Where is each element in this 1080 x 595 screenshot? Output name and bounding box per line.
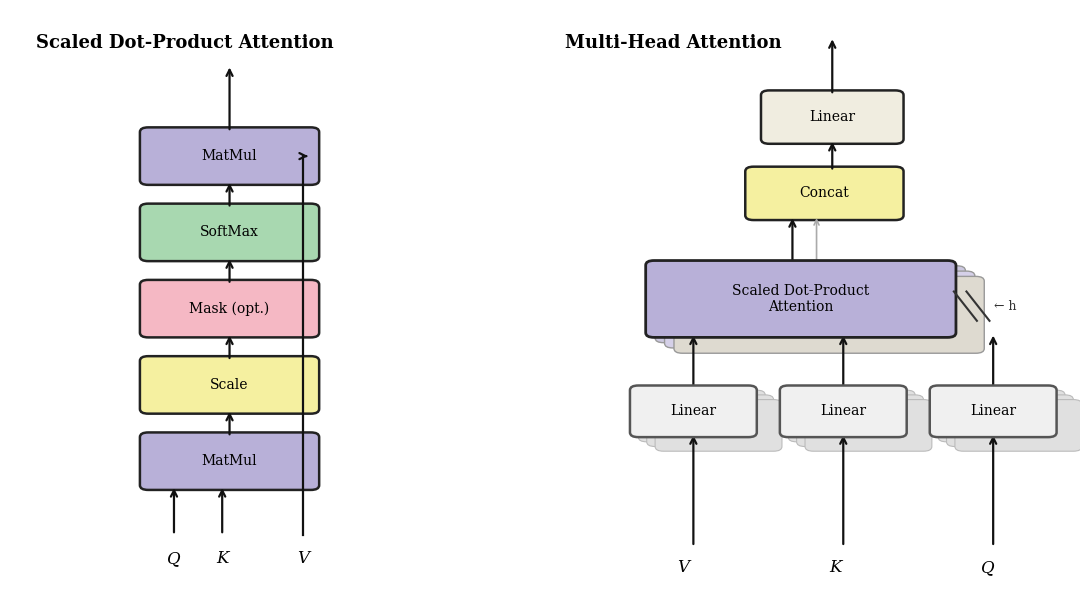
FancyBboxPatch shape xyxy=(140,356,320,414)
Text: V: V xyxy=(677,559,689,576)
Text: Multi-Head Attention: Multi-Head Attention xyxy=(565,33,782,52)
FancyBboxPatch shape xyxy=(656,266,966,343)
FancyBboxPatch shape xyxy=(638,390,766,442)
Text: Linear: Linear xyxy=(671,405,716,418)
FancyBboxPatch shape xyxy=(656,400,782,451)
Text: Linear: Linear xyxy=(820,405,866,418)
Text: Linear: Linear xyxy=(970,405,1016,418)
Text: K: K xyxy=(216,550,228,567)
FancyBboxPatch shape xyxy=(780,386,907,437)
Text: Q: Q xyxy=(981,559,995,576)
FancyBboxPatch shape xyxy=(664,271,975,348)
Text: V: V xyxy=(297,550,309,567)
FancyBboxPatch shape xyxy=(745,167,904,220)
FancyBboxPatch shape xyxy=(630,386,757,437)
Text: Q: Q xyxy=(167,550,180,567)
FancyBboxPatch shape xyxy=(955,400,1080,451)
FancyBboxPatch shape xyxy=(140,280,320,337)
FancyBboxPatch shape xyxy=(788,390,915,442)
FancyBboxPatch shape xyxy=(674,277,984,353)
FancyBboxPatch shape xyxy=(646,261,956,337)
FancyBboxPatch shape xyxy=(805,400,932,451)
FancyBboxPatch shape xyxy=(140,433,320,490)
FancyBboxPatch shape xyxy=(797,395,923,446)
FancyBboxPatch shape xyxy=(946,395,1074,446)
Text: Scaled Dot-Product Attention: Scaled Dot-Product Attention xyxy=(36,33,334,52)
FancyBboxPatch shape xyxy=(647,395,773,446)
Text: SoftMax: SoftMax xyxy=(200,226,259,239)
Text: Scale: Scale xyxy=(211,378,248,392)
FancyBboxPatch shape xyxy=(939,390,1065,442)
FancyBboxPatch shape xyxy=(140,127,320,185)
Text: Linear: Linear xyxy=(809,110,855,124)
Text: MatMul: MatMul xyxy=(202,454,257,468)
FancyBboxPatch shape xyxy=(930,386,1056,437)
Text: Mask (opt.): Mask (opt.) xyxy=(189,302,270,316)
Text: Scaled Dot-Product
Attention: Scaled Dot-Product Attention xyxy=(732,284,869,314)
FancyBboxPatch shape xyxy=(761,90,904,144)
FancyBboxPatch shape xyxy=(140,203,320,261)
Text: ← h: ← h xyxy=(994,300,1016,312)
Text: MatMul: MatMul xyxy=(202,149,257,163)
Text: K: K xyxy=(829,559,841,576)
Text: Concat: Concat xyxy=(799,186,849,201)
